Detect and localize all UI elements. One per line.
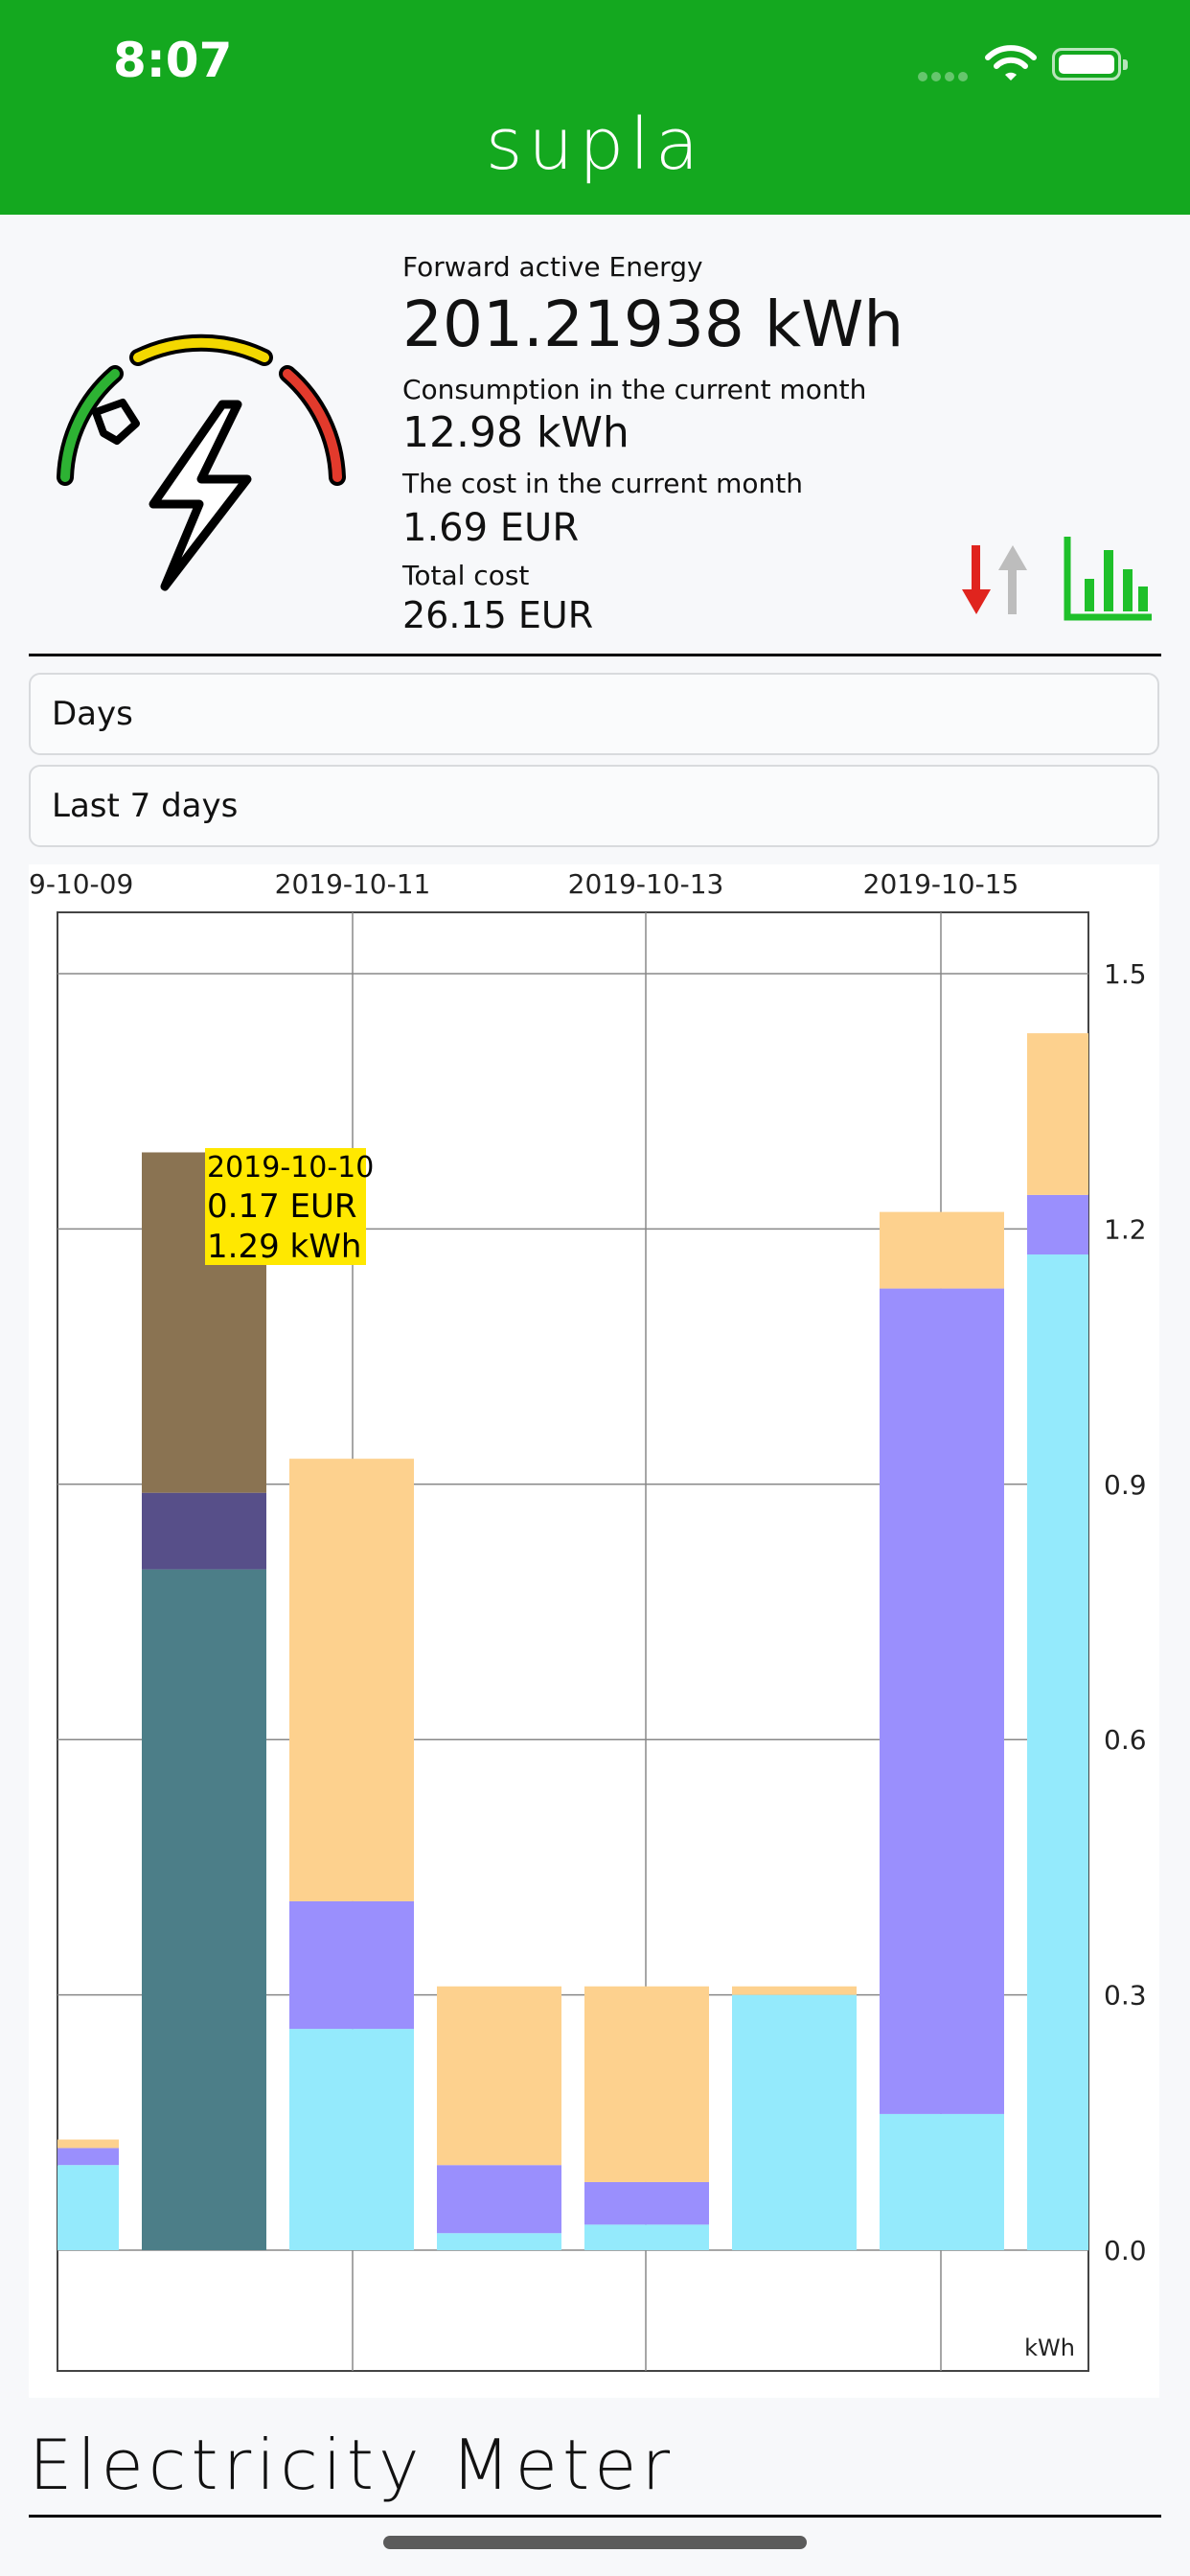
battery-icon xyxy=(1052,48,1128,80)
bar-segment-2019-10-13-1 xyxy=(584,2224,709,2250)
tooltip-energy: 1.29 kWh xyxy=(207,1228,361,1266)
cost-value: 1.69 EUR xyxy=(402,506,580,550)
app-header: 8:07 supla xyxy=(0,0,1190,215)
energy-direction-icon[interactable] xyxy=(958,541,1035,618)
bar-segment-2019-10-09-3 xyxy=(57,2139,119,2149)
bar-segment-2019-10-15-2 xyxy=(880,1288,1004,2114)
bar-segment-2019-10-13-2 xyxy=(584,2181,709,2225)
device-caption: Electricity Meter xyxy=(29,2425,675,2505)
tooltip-date: 2019-10-10 xyxy=(207,1151,374,1184)
bar-segment-2019-10-09-1 xyxy=(57,2165,119,2250)
bar-segment-2019-10-14-3 xyxy=(732,1986,857,1995)
x-tick-label: 2019-10-13 xyxy=(568,868,724,900)
bar-segment-2019-10-16-3 xyxy=(1027,1033,1088,1195)
chart-toggle-icon[interactable] xyxy=(1064,537,1154,623)
bar-segment-2019-10-14-1 xyxy=(732,1994,857,2250)
bar-segment-2019-10-13-3 xyxy=(584,1986,709,2182)
y-tick-label: 0.3 xyxy=(1104,1980,1147,2012)
x-tick-label: 2019-10-11 xyxy=(275,868,431,900)
bar-segment-2019-10-10-2 xyxy=(142,1492,266,1570)
cellular-signal-icon xyxy=(918,67,972,81)
bar-segment-2019-10-15-3 xyxy=(880,1211,1004,1289)
status-time: 8:07 xyxy=(113,33,233,88)
bar-segment-2019-10-12-1 xyxy=(437,2233,561,2250)
home-indicator[interactable] xyxy=(383,2536,807,2549)
electricity-meter-icon xyxy=(57,334,346,591)
y-unit-label: kWh xyxy=(1024,2334,1075,2361)
bar-segment-2019-10-11-3 xyxy=(289,1459,414,1901)
y-tick-label: 1.5 xyxy=(1104,958,1147,990)
app-title: supla xyxy=(485,104,705,186)
period-select[interactable]: Days xyxy=(29,673,1159,755)
bar-segment-2019-10-15-1 xyxy=(880,2113,1004,2250)
consumption-label: Consumption in the current month xyxy=(402,374,867,405)
cost-label: The cost in the current month xyxy=(402,468,804,499)
bar-segment-2019-10-11-2 xyxy=(289,1900,414,2030)
x-tick-label: 9-10-09 xyxy=(29,868,133,900)
x-tick-label: 2019-10-15 xyxy=(863,868,1019,900)
y-tick-label: 0.6 xyxy=(1104,1724,1147,1756)
consumption-value: 12.98 kWh xyxy=(402,408,629,457)
bar-segment-2019-10-16-1 xyxy=(1027,1254,1088,2250)
total-cost-label: Total cost xyxy=(402,560,530,591)
bar-segment-2019-10-10-1 xyxy=(142,1569,266,2250)
bar-segment-2019-10-12-3 xyxy=(437,1986,561,2166)
forward-energy-value: 201.21938 kWh xyxy=(402,288,904,361)
stacked-bar-chart: 0.0 0.3 0.6 0.9 1.2 1.5 9-10-09 2019-10-11 2019-… xyxy=(29,868,1147,2372)
bar-segment-2019-10-12-2 xyxy=(437,2165,561,2234)
bar-segment-2019-10-11-1 xyxy=(289,2029,414,2250)
y-tick-label: 0.9 xyxy=(1104,1469,1147,1501)
total-cost-value: 26.15 EUR xyxy=(402,594,594,636)
section-divider xyxy=(29,654,1161,656)
bar-segment-2019-10-09-2 xyxy=(57,2148,119,2166)
wifi-icon xyxy=(985,45,1037,80)
bar-segment-2019-10-16-2 xyxy=(1027,1194,1088,1255)
y-tick-label: 1.2 xyxy=(1104,1213,1147,1245)
tooltip-cost: 0.17 EUR xyxy=(207,1187,357,1226)
footer-divider xyxy=(29,2515,1161,2518)
tooltip-background xyxy=(205,1148,366,1265)
y-tick-label: 0.0 xyxy=(1104,2235,1147,2266)
energy-chart[interactable]: 0.0 0.3 0.6 0.9 1.2 1.5 9-10-09 2019-10-11 2019-… xyxy=(29,864,1159,2398)
forward-energy-label-text: Forward active Energy xyxy=(402,251,703,283)
range-select[interactable]: Last 7 days xyxy=(29,765,1159,847)
